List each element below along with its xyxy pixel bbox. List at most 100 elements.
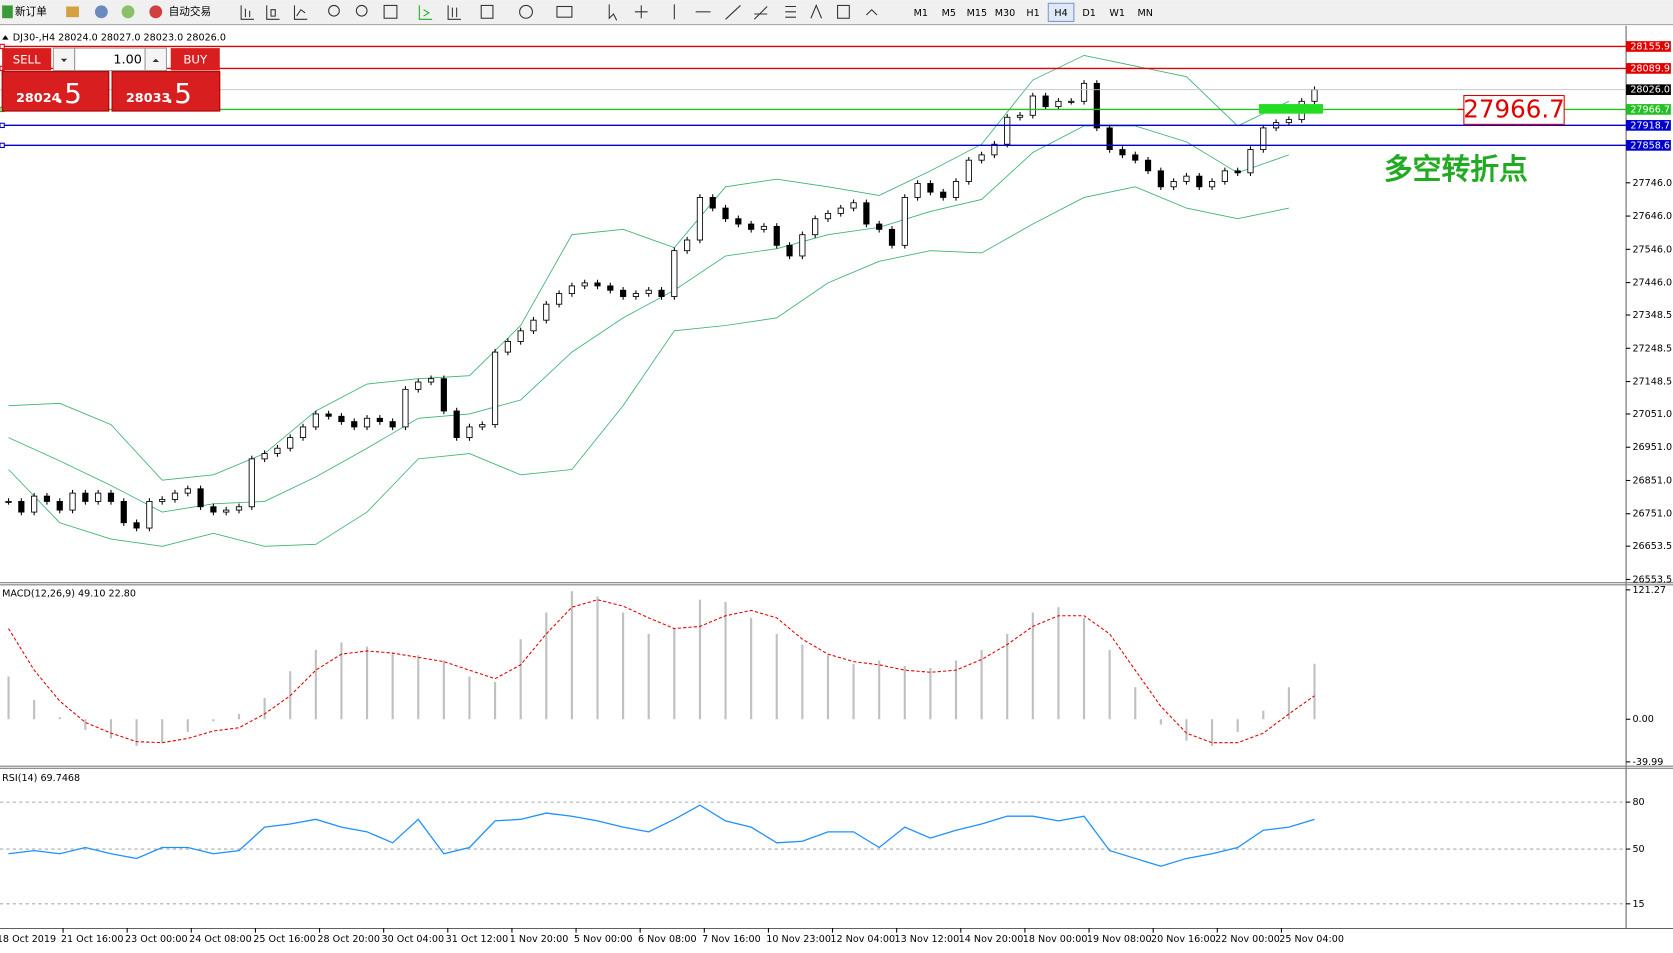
icon[interactable] <box>519 4 533 19</box>
time-label: 21 Oct 16:00 <box>61 934 124 945</box>
bollinger-middle <box>8 125 1290 513</box>
candle <box>82 492 89 502</box>
candle <box>120 501 127 524</box>
buy-price[interactable]: 28033 <box>126 91 171 106</box>
time-label: 5 Nov 00:00 <box>574 934 633 945</box>
buy-button[interactable] <box>170 48 220 71</box>
icon[interactable] <box>753 6 768 20</box>
y-tick-label: 26653.5 <box>1632 541 1672 552</box>
candle <box>940 191 947 198</box>
y-tick-label: 27746.0 <box>1632 178 1672 189</box>
macd-bar <box>878 660 881 720</box>
icon[interactable] <box>121 5 135 19</box>
bollinger-upper <box>8 54 1290 481</box>
sell-button[interactable] <box>2 48 52 71</box>
auto-trading[interactable]: 自动交易 <box>169 5 212 18</box>
icon[interactable] <box>447 5 461 20</box>
candle <box>735 218 742 225</box>
macd-bar <box>417 655 420 720</box>
icon[interactable] <box>556 5 573 18</box>
icon[interactable] <box>383 4 398 19</box>
time-label: 23 Oct 00:00 <box>125 934 188 945</box>
timeframe[interactable]: D1 <box>1082 8 1096 19</box>
new-order[interactable]: 新订单 <box>15 5 47 18</box>
sell-label[interactable]: SELL <box>13 52 41 66</box>
macd-bar <box>314 649 317 720</box>
y-tick-label: 80 <box>1632 797 1644 808</box>
icon[interactable] <box>240 5 254 20</box>
icon[interactable] <box>725 5 741 20</box>
candle <box>274 447 281 454</box>
candle <box>440 378 447 412</box>
time-label: 24 Oct 08:00 <box>189 934 252 945</box>
candle <box>223 509 230 513</box>
candle <box>31 495 38 513</box>
rsi-line <box>8 804 1315 867</box>
macd-bar <box>494 681 497 720</box>
icon[interactable] <box>293 5 308 20</box>
candle <box>530 319 537 332</box>
icon[interactable] <box>266 5 280 20</box>
auto-trading-icon[interactable] <box>149 5 163 19</box>
icon[interactable] <box>865 8 878 16</box>
timeframe[interactable]: W1 <box>1109 8 1125 19</box>
icon[interactable] <box>355 4 368 17</box>
macd-bar <box>1057 607 1060 720</box>
candle <box>376 417 383 423</box>
candle <box>69 492 76 511</box>
buy-price-box[interactable] <box>111 71 221 112</box>
sell-price-box[interactable] <box>1 71 110 112</box>
level-handle <box>0 122 5 129</box>
y-tick-label: 27446.0 <box>1632 278 1672 289</box>
candle <box>133 522 140 529</box>
icon[interactable] <box>837 4 850 19</box>
lot-value[interactable]: 1.00 <box>113 52 142 67</box>
candle <box>1055 100 1062 108</box>
time-label: 14 Nov 20:00 <box>959 934 1024 945</box>
timeframe[interactable]: H4 <box>1054 8 1067 19</box>
macd-bar <box>1159 719 1162 725</box>
green-highlight <box>1259 104 1324 114</box>
timeframe[interactable]: M1 <box>914 8 928 19</box>
level-tag-label: 27918.7 <box>1630 120 1670 131</box>
macd-bar <box>954 660 958 720</box>
icon[interactable] <box>810 4 823 19</box>
buy-label[interactable]: BUY <box>183 52 208 66</box>
icon[interactable] <box>480 4 494 19</box>
level-tag-label: 27858.6 <box>1630 140 1670 151</box>
timeframe[interactable]: H1 <box>1026 8 1039 19</box>
icon[interactable] <box>785 5 796 18</box>
time-label: 31 Oct 12:00 <box>446 934 509 945</box>
macd-bar <box>442 660 445 720</box>
icon[interactable] <box>608 4 618 21</box>
icon[interactable] <box>418 5 433 20</box>
candle <box>261 453 268 460</box>
timeframe[interactable]: MN <box>1138 8 1153 19</box>
y-tick-label: 27248.5 <box>1632 343 1672 354</box>
macd-bar <box>1082 617 1086 720</box>
level-tag-label: 28155.9 <box>1630 41 1670 52</box>
icon[interactable] <box>328 4 340 17</box>
candle <box>581 282 588 287</box>
candle <box>978 154 985 161</box>
candle <box>850 202 857 209</box>
timeframe[interactable]: M30 <box>995 8 1016 19</box>
buy-pips[interactable]: .5 <box>165 77 191 110</box>
y-tick-label: 121.27 <box>1632 585 1666 596</box>
icon[interactable] <box>634 5 648 19</box>
candle <box>658 289 665 297</box>
candle <box>555 293 563 305</box>
timeframe[interactable]: M5 <box>942 8 956 19</box>
timeframe[interactable]: M15 <box>967 8 988 19</box>
macd-bar <box>237 713 241 720</box>
candle <box>517 330 524 342</box>
candle <box>1170 181 1177 188</box>
icon[interactable] <box>66 6 79 18</box>
annotation-text: 多空转折点 <box>1384 152 1528 186</box>
new-order-icon[interactable] <box>2 5 13 19</box>
time-label: 6 Nov 08:00 <box>638 934 697 945</box>
icon[interactable] <box>94 5 108 19</box>
sell-pips[interactable]: .5 <box>55 77 81 110</box>
sell-price[interactable]: 28024 <box>16 91 61 106</box>
